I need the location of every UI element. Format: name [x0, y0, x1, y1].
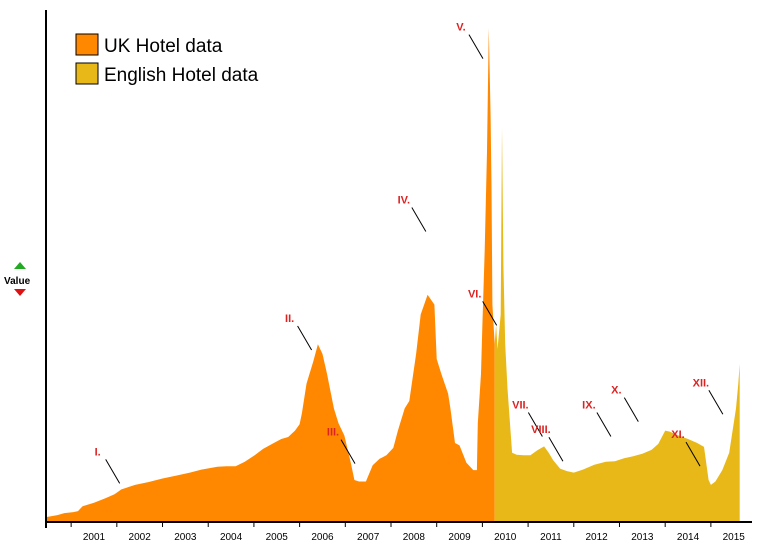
annotation-leader	[482, 301, 498, 326]
annotation-leader	[548, 436, 564, 462]
annotation-label: I.	[95, 446, 101, 458]
annotation-label: X.	[611, 385, 621, 397]
legend: UK Hotel data English Hotel data	[75, 33, 259, 86]
annotations-group: I. II. III. IV. V. VI. VII. VIII. IX. X. XI. XII.	[95, 22, 724, 484]
x-tick-label: 2009	[448, 532, 471, 543]
annotation-leader	[297, 325, 313, 351]
y-axis-title-group[interactable]: Value	[4, 262, 31, 296]
x-tick-label: 2008	[403, 532, 426, 543]
x-tick-label: 2006	[311, 532, 334, 543]
area-series-0	[46, 28, 495, 522]
x-tick-label: 2002	[129, 532, 152, 543]
legend-swatch-england	[75, 62, 99, 85]
x-tick-label: 2014	[677, 532, 700, 543]
annotation-label: V.	[456, 22, 465, 34]
annotation-leader	[411, 207, 427, 232]
legend-swatch-uk	[75, 33, 99, 56]
x-tick-label: 2010	[494, 532, 517, 543]
annotation-label: XII.	[693, 377, 710, 389]
area-series-group	[46, 28, 740, 523]
axes-group: 2001 2002 2003 2004 2005 2006 2007 2008 2009 2010…	[45, 10, 752, 543]
x-tick-label: 2011	[540, 532, 562, 543]
annotation-label: II.	[285, 313, 294, 325]
sort-down-icon[interactable]	[14, 289, 26, 296]
y-axis-label: Value	[4, 276, 31, 287]
legend-label-england: English Hotel data	[104, 65, 259, 86]
annotation-label: IX.	[582, 399, 595, 411]
x-tick-label: 2003	[174, 532, 197, 543]
annotation-leader	[468, 34, 484, 59]
legend-label-uk: UK Hotel data	[104, 36, 223, 57]
annotation-leader	[340, 439, 356, 464]
annotation-label: III.	[327, 427, 339, 439]
sort-up-icon[interactable]	[14, 262, 26, 269]
x-tick-label: 2001	[83, 532, 106, 543]
annotation-label: VIII.	[531, 424, 551, 436]
annotation-leader	[527, 412, 543, 437]
annotation-label: VI.	[468, 288, 481, 300]
annotation-leader	[685, 441, 701, 467]
area-series-1	[494, 126, 740, 523]
annotation-leader	[596, 412, 612, 437]
annotation-leader	[708, 390, 724, 415]
x-tick-label: 2015	[723, 532, 746, 543]
x-tick-label: 2012	[586, 532, 609, 543]
x-tick-label: 2004	[220, 532, 243, 543]
annotation-label: IV.	[398, 194, 410, 206]
x-tick-label: 2013	[631, 532, 654, 543]
x-tick-label: 2007	[357, 532, 380, 543]
annotation-label: VII.	[512, 399, 529, 411]
annotation-label: XI.	[671, 429, 684, 441]
annotation-leader	[105, 459, 121, 484]
x-tick-label: 2005	[266, 532, 289, 543]
annotation-leader	[623, 397, 639, 422]
